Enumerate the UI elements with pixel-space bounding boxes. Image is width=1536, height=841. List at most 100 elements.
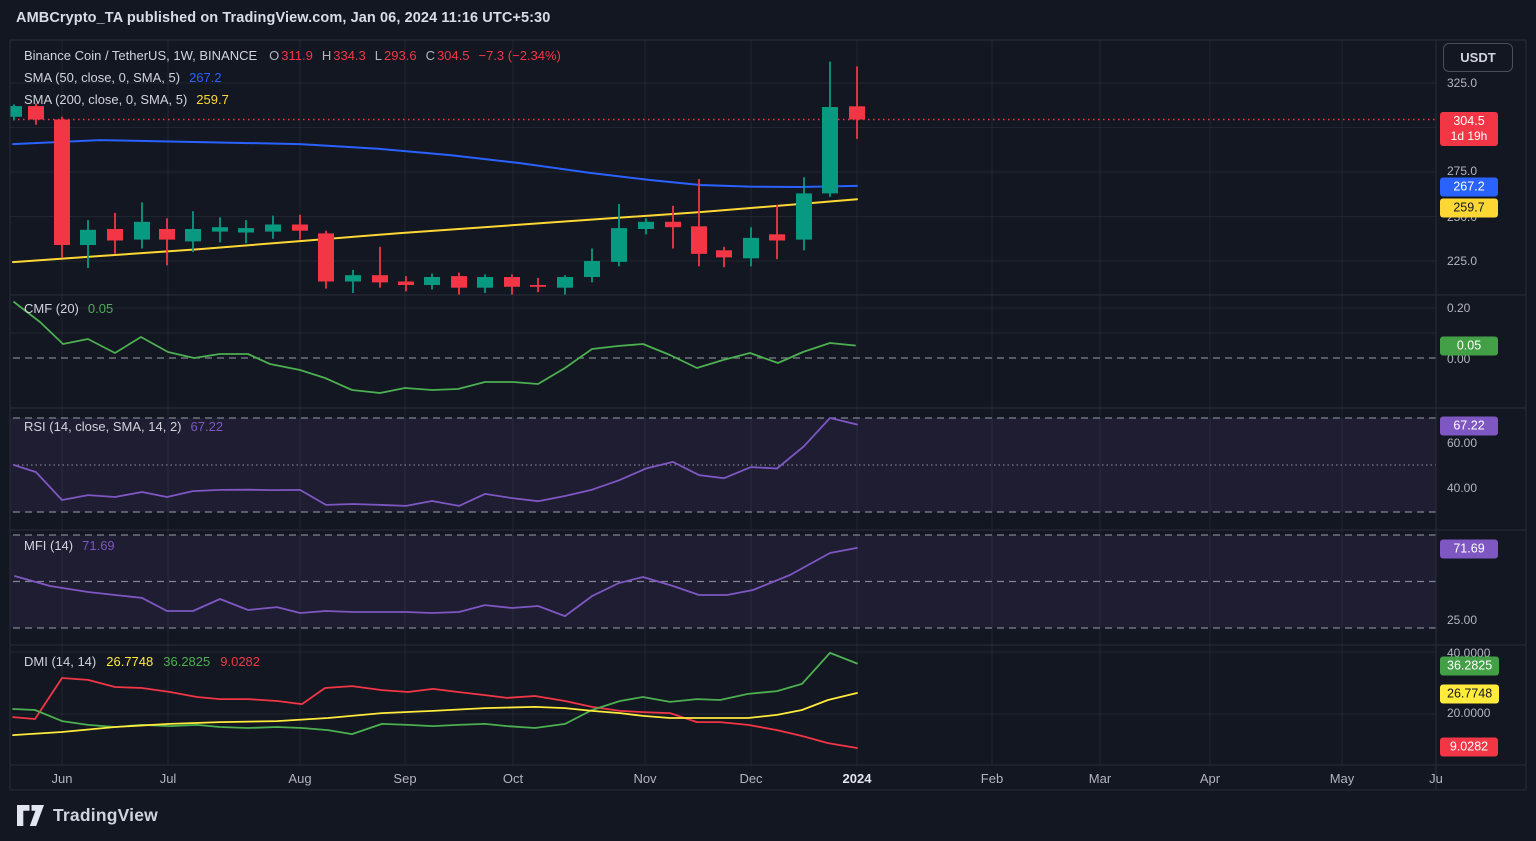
candle bbox=[185, 211, 201, 253]
time-axis-label: Sep bbox=[393, 771, 417, 786]
time-axis-label: Ju bbox=[1429, 771, 1443, 786]
dmi-legend-text: 26.7748 bbox=[106, 654, 154, 669]
candle bbox=[691, 179, 707, 267]
candle bbox=[796, 177, 812, 251]
price-axis-label: 20.0000 bbox=[1447, 706, 1491, 720]
candle bbox=[107, 212, 123, 254]
candle bbox=[54, 116, 70, 258]
mfi-legend[interactable]: MFI (14) 71.69 bbox=[24, 538, 115, 553]
rsi-legend[interactable]: RSI (14, close, SMA, 14, 2) 67.22 bbox=[24, 419, 223, 434]
minus-di-line bbox=[12, 677, 858, 749]
symbol-legend-text: −7.3 (−2.34%) bbox=[478, 48, 561, 63]
candlestick-series bbox=[10, 61, 865, 295]
time-axis[interactable] bbox=[10, 765, 1436, 790]
candle bbox=[557, 275, 573, 295]
mfi-badge: 71.69 bbox=[1440, 539, 1498, 559]
sma200-legend[interactable]: SMA (200, close, 0, SMA, 5) 259.7 bbox=[24, 92, 229, 107]
cmf-legend-text: CMF (20) bbox=[24, 301, 79, 316]
time-axis-label: Apr bbox=[1199, 771, 1221, 786]
candle bbox=[345, 269, 361, 293]
time-axis-label: Jul bbox=[159, 771, 177, 786]
candle bbox=[530, 277, 546, 293]
time-axis-label: Jun bbox=[51, 771, 73, 786]
sma50-legend-text: SMA (50, close, 0, SMA, 5) bbox=[24, 70, 181, 85]
rsi-legend-text: 67.22 bbox=[190, 419, 224, 434]
currency-button[interactable]: USDT bbox=[1443, 43, 1513, 72]
sma50-badge: 267.2 bbox=[1440, 177, 1498, 197]
price-axis-label: 60.00 bbox=[1447, 436, 1478, 450]
price-scale[interactable] bbox=[1436, 40, 1526, 790]
cmf-line bbox=[13, 301, 856, 394]
candle bbox=[292, 214, 308, 240]
sma200-legend-text: 259.7 bbox=[196, 92, 229, 107]
candle bbox=[716, 246, 732, 268]
symbol-legend-text: C bbox=[425, 48, 435, 63]
symbol-legend-text: 334.3 bbox=[333, 48, 366, 63]
candle bbox=[822, 61, 838, 197]
sma50-legend[interactable]: SMA (50, close, 0, SMA, 5) 267.2 bbox=[24, 70, 222, 85]
price-axis-label: 25.00 bbox=[1447, 613, 1478, 627]
candle bbox=[372, 246, 388, 288]
tradingview-logo-icon bbox=[17, 805, 44, 826]
sma50-legend-text: 267.2 bbox=[189, 70, 222, 85]
dmi-legend-text: DMI (14, 14) bbox=[24, 654, 97, 669]
mfi-legend-text: 71.69 bbox=[82, 538, 115, 553]
candle bbox=[10, 104, 22, 121]
brand-name: TradingView bbox=[53, 805, 158, 825]
symbol-legend-text: 293.6 bbox=[384, 48, 417, 63]
cmf-badge: 0.05 bbox=[1440, 336, 1498, 356]
candle bbox=[611, 204, 627, 267]
candle bbox=[134, 202, 150, 249]
rsi-legend-text: RSI (14, close, SMA, 14, 2) bbox=[24, 419, 182, 434]
candle bbox=[159, 218, 175, 266]
time-axis-label: 2024 bbox=[842, 771, 872, 786]
candle bbox=[238, 220, 254, 244]
candle bbox=[424, 273, 440, 290]
dmi-legend-text: 36.2825 bbox=[163, 654, 211, 669]
rsi-band bbox=[10, 418, 1436, 512]
rsi-line bbox=[13, 417, 858, 507]
cmf-legend[interactable]: CMF (20) 0.05 bbox=[24, 301, 113, 316]
mfi-legend-text: MFI (14) bbox=[24, 538, 74, 553]
dmi-legend-text: 9.0282 bbox=[220, 654, 261, 669]
countdown-text: 1d 19h bbox=[1450, 129, 1488, 143]
plot-area bbox=[10, 40, 1436, 765]
candle bbox=[318, 230, 334, 289]
candle bbox=[504, 274, 520, 295]
candle bbox=[80, 220, 96, 269]
dmi-plus-badge: 36.2825 bbox=[1440, 656, 1500, 676]
footer-brand: TradingView bbox=[16, 804, 158, 827]
candle bbox=[584, 248, 600, 283]
candle bbox=[743, 227, 759, 267]
candle bbox=[638, 218, 654, 235]
time-axis-label: Feb bbox=[980, 771, 1004, 786]
sma200-badge: 259.7 bbox=[1440, 198, 1498, 218]
price-axis-label: 325.0 bbox=[1447, 76, 1478, 90]
candle bbox=[849, 66, 865, 139]
candle bbox=[769, 204, 785, 260]
candle bbox=[477, 274, 493, 293]
time-axis-label: Nov bbox=[633, 771, 657, 786]
attribution-text: AMBCrypto_TA published on TradingView.co… bbox=[16, 10, 551, 26]
sma-200-line bbox=[12, 198, 858, 264]
price-axis-label: 225.0 bbox=[1447, 254, 1478, 268]
price-axis-label: 40.00 bbox=[1447, 481, 1478, 495]
rsi-badge: 67.22 bbox=[1440, 416, 1498, 436]
dmi-legend[interactable]: DMI (14, 14) 26.7748 36.2825 9.0282 bbox=[24, 654, 260, 669]
symbol-legend-text: 311.9 bbox=[281, 48, 313, 63]
symbol-legend-text: H bbox=[321, 48, 332, 63]
last-price-badge: 304.5 1d 19h bbox=[1440, 112, 1498, 146]
symbol-legend[interactable]: Binance Coin / TetherUS, 1W, BINANCE O 311… bbox=[24, 48, 561, 63]
candle bbox=[665, 205, 681, 249]
candle bbox=[451, 272, 467, 295]
candle bbox=[28, 103, 44, 125]
sma200-legend-text: SMA (200, close, 0, SMA, 5) bbox=[24, 92, 188, 107]
symbol-legend-text: 304.5 bbox=[436, 48, 470, 63]
candle bbox=[212, 217, 228, 243]
price-axis-label: 0.00 bbox=[1447, 352, 1471, 366]
price-axis-label: 275.0 bbox=[1447, 164, 1478, 178]
symbol-legend-text: Binance Coin / TetherUS, 1W, BINANCE bbox=[24, 48, 258, 63]
time-axis-label: Mar bbox=[1088, 771, 1112, 786]
dmi-adx-badge: 26.7748 bbox=[1440, 684, 1500, 704]
